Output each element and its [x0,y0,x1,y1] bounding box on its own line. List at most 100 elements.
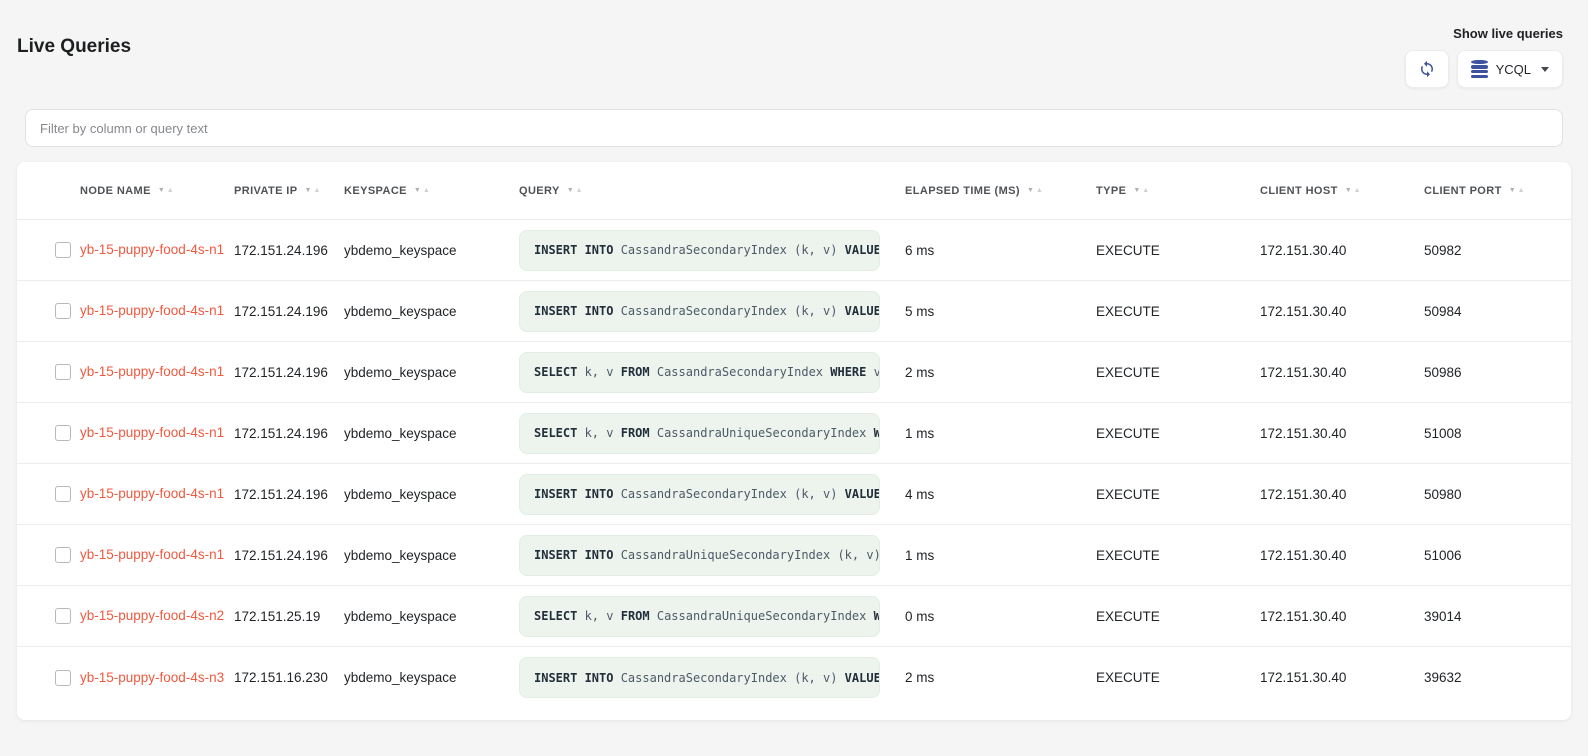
sort-asc-icon: ▲ [313,187,321,194]
row-checkbox[interactable] [55,303,71,319]
keyspace-cell: ybdemo_keyspace [344,547,457,563]
column-header[interactable]: PRIVATE IP ▼ ▲ [234,185,344,197]
sort-control[interactable]: ▼ ▲ [305,187,321,194]
node-name-link[interactable]: yb-15-puppy-food-4s-n1 [80,303,225,318]
type-cell: EXECUTE [1096,364,1160,380]
row-checkbox[interactable] [55,242,71,258]
private-ip-cell: 172.151.24.196 [234,242,328,258]
query-text-badge[interactable]: INSERT INTO CassandraSecondaryIndex (k, … [519,290,880,332]
client-host-cell: 172.151.30.40 [1260,670,1347,685]
column-header[interactable]: KEYSPACE ▼ ▲ [344,185,519,197]
client-host-cell: 172.151.30.40 [1260,486,1347,502]
row-checkbox[interactable] [55,486,71,502]
client-port-cell: 39014 [1424,608,1462,624]
node-name-link[interactable]: yb-15-puppy-food-4s-n3 [80,669,225,685]
sort-asc-icon: ▲ [1353,187,1361,194]
table-row: yb-15-puppy-food-4s-n1 172.151.24.196 yb… [17,342,1571,403]
elapsed-time-cell: 6 ms [905,242,935,258]
query-text-badge[interactable]: INSERT INTO CassandraUniqueSecondaryInde… [519,534,880,576]
topbar-actions: Show live queries YCQL [1404,26,1563,88]
column-header[interactable]: CLIENT HOST ▼ ▲ [1260,185,1424,197]
sort-control[interactable]: ▼ ▲ [1027,187,1043,194]
table-row: yb-15-puppy-food-4s-n1 172.151.24.196 yb… [17,525,1571,586]
elapsed-time-cell: 2 ms [905,364,935,380]
type-cell: EXECUTE [1096,425,1160,441]
column-header[interactable]: NODE NAME ▼ ▲ [80,185,234,197]
sort-control[interactable]: ▼ ▲ [1509,187,1525,194]
sort-desc-icon: ▼ [1344,187,1352,194]
table-row: yb-15-puppy-food-4s-n1 172.151.24.196 yb… [17,403,1571,464]
client-host-cell: 172.151.30.40 [1260,364,1347,380]
refresh-icon [1418,60,1436,78]
row-checkbox[interactable] [55,669,71,686]
filter-input[interactable] [25,109,1563,147]
type-cell: EXECUTE [1096,670,1160,685]
elapsed-time-cell: 2 ms [905,670,935,685]
sort-asc-icon: ▲ [1517,187,1525,194]
query-text-badge[interactable]: INSERT INTO CassandraSecondaryIndex (k, … [519,657,880,698]
action-buttons-row: YCQL [1404,50,1563,88]
column-header[interactable]: CLIENT PORT ▼ ▲ [1424,185,1571,197]
private-ip-cell: 172.151.16.230 [234,670,328,685]
query-text-badge[interactable]: SELECT k, v FROM CassandraSecondaryIndex… [519,351,880,393]
client-port-cell: 50984 [1424,303,1462,319]
table-row: yb-15-puppy-food-4s-n3 172.151.16.230 yb… [17,647,1571,708]
row-checkbox[interactable] [55,364,71,380]
table-row: yb-15-puppy-food-4s-n1 172.151.24.196 yb… [17,281,1571,342]
type-cell: EXECUTE [1096,303,1160,319]
column-header-label: ELAPSED TIME (MS) [905,184,1020,197]
query-text-badge[interactable]: INSERT INTO CassandraSecondaryIndex (k, … [519,229,880,271]
column-header[interactable]: QUERY ▼ ▲ [519,185,905,197]
row-checkbox[interactable] [55,608,71,624]
type-cell: EXECUTE [1096,486,1160,502]
sort-control[interactable]: ▼ ▲ [1133,187,1149,194]
row-checkbox-cell [17,547,80,563]
node-name-link[interactable]: yb-15-puppy-food-4s-n2 [80,608,225,623]
live-queries-page: Live Queries Show live queries YCQL [0,26,1588,720]
keyspace-cell: ybdemo_keyspace [344,303,457,319]
client-host-cell: 172.151.30.40 [1260,608,1347,624]
node-name-link[interactable]: yb-15-puppy-food-4s-n1 [80,242,225,257]
node-name-link[interactable]: yb-15-puppy-food-4s-n1 [80,547,225,562]
column-header-label: TYPE [1096,184,1127,197]
keyspace-cell: ybdemo_keyspace [344,608,457,624]
sort-asc-icon: ▲ [422,187,430,194]
sort-asc-icon: ▲ [1142,187,1150,194]
row-checkbox[interactable] [55,425,71,441]
database-icon [1470,59,1488,79]
refresh-button[interactable] [1404,50,1449,88]
column-header[interactable]: TYPE ▼ ▲ [1096,185,1260,197]
node-name-link[interactable]: yb-15-puppy-food-4s-n1 [80,364,225,379]
query-text-badge[interactable]: INSERT INTO CassandraSecondaryIndex (k, … [519,473,880,515]
sort-desc-icon: ▼ [1026,187,1034,194]
elapsed-time-cell: 5 ms [905,303,935,319]
sort-control[interactable]: ▼ ▲ [1345,187,1361,194]
chevron-down-icon [1541,66,1549,72]
sort-desc-icon: ▼ [413,187,421,194]
column-header-label: PRIVATE IP [234,184,298,197]
row-checkbox-cell [17,303,80,319]
api-type-selected-value: YCQL [1495,61,1531,77]
table-header-row: NODE NAME ▼ ▲ PRIVATE IP ▼ ▲ KEYSPACE ▼ … [17,162,1571,220]
private-ip-cell: 172.151.24.196 [234,425,328,441]
column-header[interactable]: ELAPSED TIME (MS) ▼ ▲ [905,185,1096,197]
node-name-link[interactable]: yb-15-puppy-food-4s-n1 [80,486,225,501]
sort-desc-icon: ▼ [1133,187,1141,194]
row-checkbox[interactable] [55,547,71,563]
query-text-badge[interactable]: SELECT k, v FROM CassandraUniqueSecondar… [519,412,880,454]
sort-control[interactable]: ▼ ▲ [567,187,583,194]
topbar: Live Queries Show live queries YCQL [17,26,1571,88]
client-port-cell: 51006 [1424,547,1462,563]
client-port-cell: 50986 [1424,364,1462,380]
sort-control[interactable]: ▼ ▲ [414,187,430,194]
sort-control[interactable]: ▼ ▲ [158,187,174,194]
sort-asc-icon: ▲ [575,187,583,194]
row-checkbox-cell [17,364,80,380]
row-checkbox-cell [17,608,80,624]
client-host-cell: 172.151.30.40 [1260,425,1347,441]
private-ip-cell: 172.151.25.19 [234,608,321,624]
api-type-dropdown[interactable]: YCQL [1456,50,1563,88]
query-text-badge[interactable]: SELECT k, v FROM CassandraUniqueSecondar… [519,595,880,637]
node-name-link[interactable]: yb-15-puppy-food-4s-n1 [80,425,225,440]
type-cell: EXECUTE [1096,242,1160,258]
